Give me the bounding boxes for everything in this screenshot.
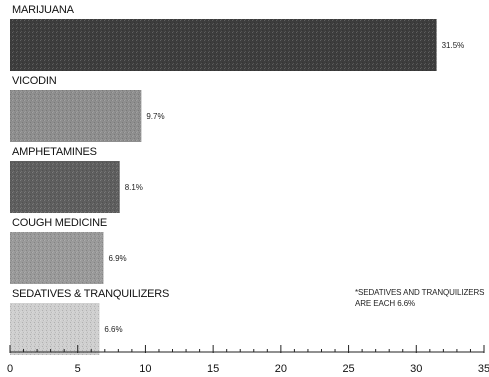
category-label-marijuana: MARIJUANA <box>12 4 75 16</box>
bar-cough-medicine <box>10 232 104 284</box>
category-label-vicodin: VICODIN <box>12 75 57 87</box>
x-tick-label-15: 15 <box>207 363 219 375</box>
value-label-sedatives-tranquilizers: 6.6% <box>104 325 122 334</box>
x-tick-label-5: 5 <box>75 363 81 375</box>
category-label-cough-medicine: COUGH MEDICINE <box>12 217 107 229</box>
value-label-marijuana: 31.5% <box>442 41 465 50</box>
category-label-sedatives-tranquilizers: SEDATIVES & TRANQUILIZERS <box>12 288 169 300</box>
x-tick-label-10: 10 <box>139 363 151 375</box>
bar-sedatives-tranquilizers <box>10 303 100 355</box>
value-label-vicodin: 9.7% <box>146 112 164 121</box>
x-tick-label-20: 20 <box>275 363 287 375</box>
x-tick-label-0: 0 <box>7 363 13 375</box>
value-label-amphetamines: 8.1% <box>125 183 143 192</box>
category-label-amphetamines: AMPHETAMINES <box>12 146 97 158</box>
bar-amphetamines <box>10 161 120 213</box>
x-tick-label-30: 30 <box>410 363 422 375</box>
value-label-cough-medicine: 6.9% <box>108 254 126 263</box>
x-tick-label-25: 25 <box>342 363 354 375</box>
bar-vicodin <box>10 90 142 142</box>
x-tick-label-35: 35 <box>478 363 489 375</box>
bar-marijuana <box>10 19 437 71</box>
chart-footnote: *SEDATIVES AND TRANQUILIZERS ARE EACH 6.… <box>355 288 485 308</box>
x-axis: 0 5 10 15 20 25 30 35 <box>7 345 489 375</box>
